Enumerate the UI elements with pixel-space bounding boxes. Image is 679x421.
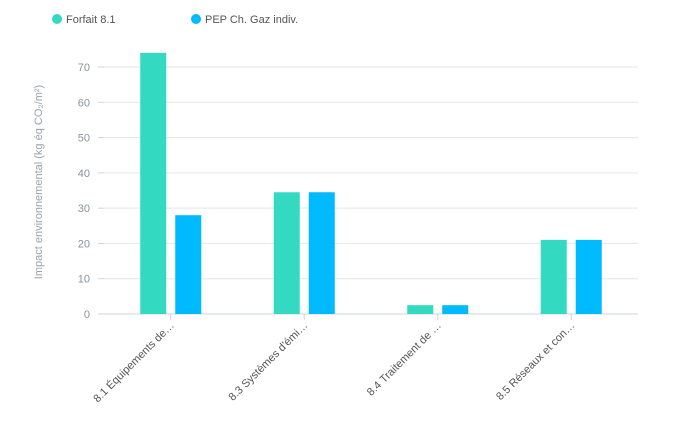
legend-marker-1	[191, 14, 201, 24]
x-tick-label-2: 8.4 Traitement de …	[365, 320, 444, 399]
y-axis-ticks: 0 10 20 30 40 50 60 70	[78, 62, 104, 321]
y-tick-label-50: 50	[78, 133, 90, 145]
bar-0-3[interactable]	[540, 239, 567, 314]
bar-0-1[interactable]	[273, 192, 300, 314]
bar-1-1[interactable]	[308, 192, 335, 314]
y-tick-label-10: 10	[78, 274, 90, 286]
y-axis-label: Impact environnemental (kg éq CO₂/m²)	[33, 85, 45, 279]
legend: Forfait 8.1 PEP Ch. Gaz indiv.	[52, 14, 298, 26]
bar-1-2[interactable]	[442, 305, 469, 314]
y-tick-label-30: 30	[78, 203, 90, 215]
x-tick-label-0: 8.1 Équipements de…	[91, 319, 177, 405]
y-tick-label-20: 20	[78, 238, 90, 250]
legend-label-0[interactable]: Forfait 8.1	[66, 14, 116, 26]
bar-0-0[interactable]	[140, 52, 167, 315]
legend-marker-0	[52, 14, 62, 24]
y-tick-label-60: 60	[78, 97, 90, 109]
bar-0-2[interactable]	[407, 305, 434, 314]
y-tick-label-40: 40	[78, 168, 90, 180]
bar-1-3[interactable]	[575, 239, 602, 314]
bars	[140, 52, 602, 315]
y-tick-label-0: 0	[84, 309, 90, 321]
x-tick-label-1: 8.3 Systèmes d'émi…	[226, 320, 310, 404]
y-tick-label-70: 70	[78, 62, 90, 74]
x-axis-ticks: 8.1 Équipements de… 8.3 Systèmes d'émi… 8.…	[91, 314, 577, 405]
x-tick-label-3: 8.5 Réseaux et con…	[494, 320, 577, 403]
legend-label-1[interactable]: PEP Ch. Gaz indiv.	[205, 14, 298, 26]
bar-1-0[interactable]	[175, 215, 202, 314]
